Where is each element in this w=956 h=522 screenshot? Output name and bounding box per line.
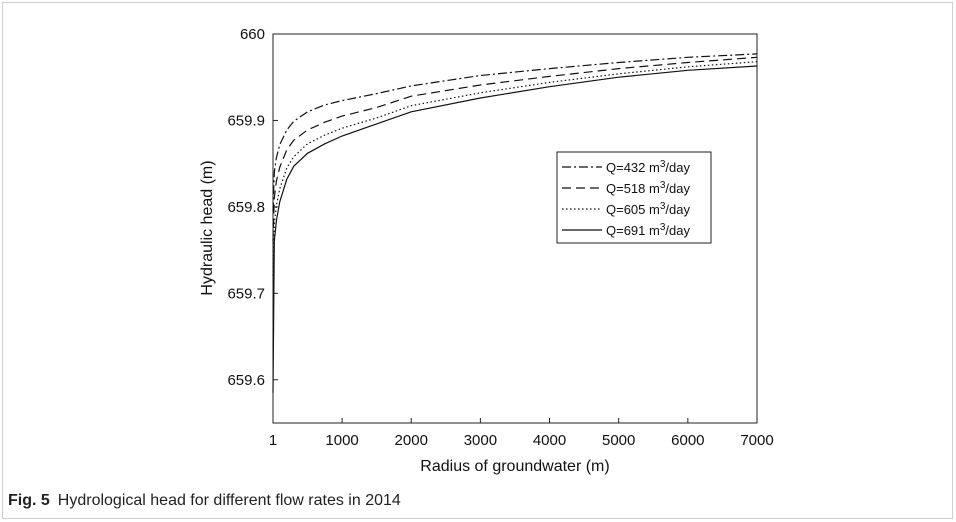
legend-label: Q=518 m3/day	[606, 180, 690, 196]
caption-text: Hydrological head for different flow rat…	[57, 492, 401, 509]
series-line-2	[272, 56, 758, 242]
y-tick-label: 660	[240, 26, 265, 43]
y-tick-label: 659.9	[227, 112, 265, 129]
series-line-1	[272, 53, 758, 212]
x-axis-label: Radius of groundwater (m)	[420, 458, 609, 475]
legend-label: Q=432 m3/day	[606, 159, 690, 175]
series-line-4	[272, 65, 758, 393]
caption-label: Fig. 5	[8, 492, 50, 509]
y-tick-label: 659.6	[227, 372, 265, 389]
y-tick-label: 659.7	[227, 285, 265, 302]
x-tick-label: 4000	[533, 432, 566, 449]
x-tick-label: 3000	[464, 432, 497, 449]
series-lines	[272, 53, 758, 393]
x-axis: 1 1000 2000 3000 4000 5000 6000 7000	[269, 418, 774, 449]
y-tick-label: 659.8	[227, 199, 265, 216]
x-tick-label: 6000	[671, 432, 704, 449]
y-axis: 659.6 659.7 659.8 659.9 660	[227, 26, 278, 389]
x-tick-label: 2000	[395, 432, 428, 449]
x-tick-label: 5000	[602, 432, 635, 449]
figure-caption: Fig. 5 Hydrological head for different fl…	[8, 492, 401, 510]
legend-label: Q=691 m3/day	[606, 222, 690, 238]
x-tick-label: 7000	[740, 432, 773, 449]
x-tick-label: 1000	[325, 432, 358, 449]
x-tick-label: 1	[269, 432, 277, 449]
legend-label: Q=605 m3/day	[606, 201, 690, 217]
y-axis-label: Hydraulic head (m)	[199, 160, 216, 295]
legend: Q=432 m3/day Q=518 m3/day Q=605 m3/day Q=69…	[556, 151, 712, 244]
